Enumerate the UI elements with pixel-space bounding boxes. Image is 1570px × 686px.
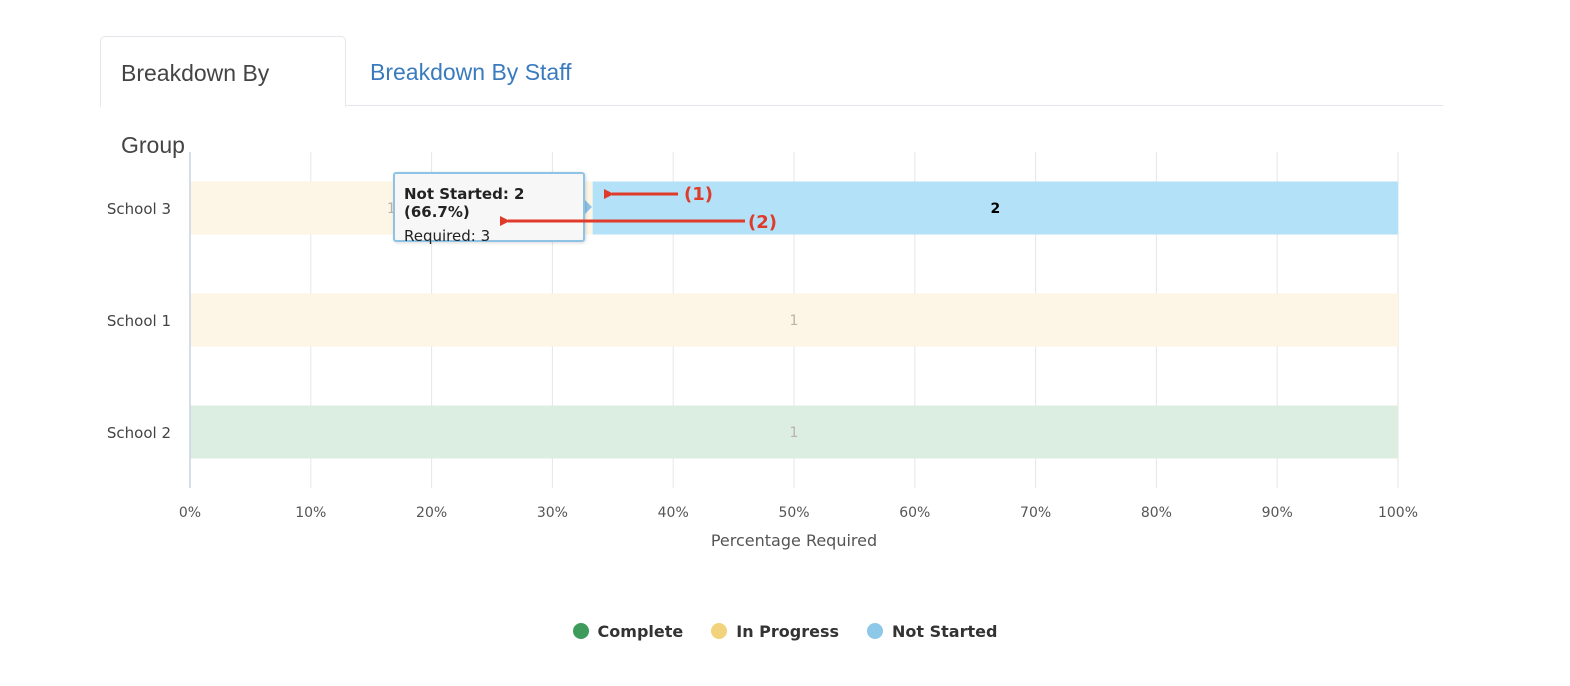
x-tick-label: 40% (658, 505, 689, 521)
bar-school-1-in-progress (190, 293, 1398, 347)
bar-school-3-not-started (592, 181, 1398, 235)
tab-bar: Breakdown By Group Breakdown By Staff (100, 36, 1443, 158)
data-label: 1 (387, 201, 396, 217)
legend-item-in-progress[interactable]: In Progress (711, 622, 839, 641)
tab-breakdown-by-staff[interactable]: Breakdown By Staff (370, 59, 572, 85)
annotation-label-1: (1) (684, 184, 713, 205)
legend-label-in-progress: In Progress (736, 621, 840, 641)
tab-breakdown-by-group[interactable]: Breakdown By Group (100, 36, 346, 158)
legend-marker-complete (572, 623, 589, 639)
x-tick-label: 60% (899, 505, 930, 521)
x-tick-label: 90% (1262, 505, 1293, 521)
bar-school-2-complete (190, 405, 1398, 459)
annotation-label-2: (2) (748, 212, 777, 233)
y-category-label: School 1 (107, 312, 171, 330)
legend-label-complete: Complete (597, 621, 684, 641)
tooltip-status: Not Started: 2 (66.7%) (404, 185, 525, 221)
data-label: 2 (990, 201, 1000, 217)
legend-item-not-started[interactable]: Not Started (867, 622, 997, 641)
x-tick-label: 30% (537, 505, 568, 521)
x-tick-label: 10% (295, 505, 326, 521)
y-category-label: School 2 (107, 424, 171, 442)
x-tick-label: 70% (1020, 505, 1051, 521)
data-label: 1 (790, 313, 799, 329)
x-tick-label: 80% (1141, 505, 1172, 521)
x-tick-label: 50% (778, 505, 809, 521)
chart-legend: Complete In Progress Not Started (0, 618, 1570, 644)
x-tick-label: 100% (1378, 505, 1418, 521)
legend-label-not-started: Not Started (892, 621, 998, 641)
data-label: 1 (790, 425, 799, 441)
x-axis-label: Percentage Required (711, 531, 877, 550)
x-tick-label: 20% (416, 505, 447, 521)
tooltip-required: Required: 3 (404, 227, 491, 245)
legend-item-complete[interactable]: Complete (572, 621, 684, 641)
tooltip-caret (584, 199, 592, 215)
legend-marker-in-progress (711, 623, 728, 639)
y-category-label: School 3 (107, 200, 171, 218)
legend-marker-not-started (867, 623, 884, 639)
x-tick-label: 0% (179, 505, 201, 521)
tooltip: Not Started: 2 (66.7%) Required: 3 (393, 172, 585, 245)
